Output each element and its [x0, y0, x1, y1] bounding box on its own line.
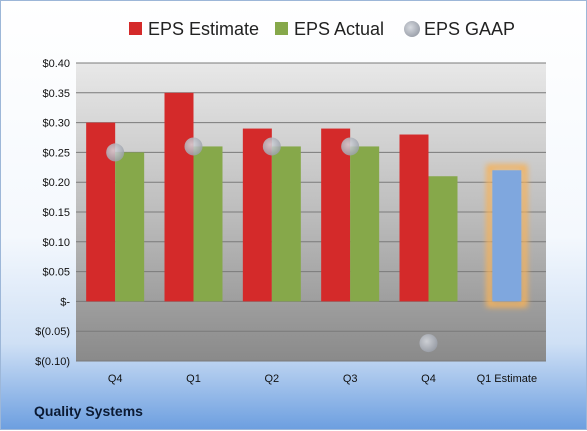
- marker-eps-gaap: [106, 143, 125, 162]
- legend-swatch: [404, 21, 420, 37]
- x-tick-label: Q4: [108, 373, 123, 385]
- y-tick-label: $0.35: [42, 88, 70, 100]
- y-tick-label: $0.25: [42, 147, 70, 159]
- bar-eps-estimate: [399, 134, 429, 302]
- marker-eps-gaap: [184, 137, 203, 156]
- bar-eps-actual: [115, 152, 145, 302]
- y-tick-label: $-: [60, 296, 70, 308]
- bar-eps-estimate: [242, 128, 272, 302]
- legend: EPS Estimate EPS Actual EPS GAAP: [129, 19, 515, 39]
- bar-eps-actual: [271, 146, 301, 302]
- marker-eps-gaap: [262, 137, 281, 156]
- legend-swatch: [275, 22, 288, 35]
- company-name: Quality Systems: [34, 403, 143, 419]
- marker-eps-gaap: [419, 334, 438, 353]
- y-tick-label: $0.15: [42, 207, 70, 219]
- bar-eps-actual: [428, 176, 458, 302]
- x-tick-label: Q4: [421, 373, 436, 385]
- y-tick-label: $0.05: [42, 267, 70, 279]
- x-tick-label: Q3: [343, 373, 358, 385]
- y-axis: $(0.10) $(0.05) $- $0.05 $0.10 $0.15 $0.20 $0.2…: [35, 58, 70, 368]
- bar-eps-estimate: [164, 92, 194, 302]
- legend-label: EPS GAAP: [424, 19, 515, 39]
- y-tick-label: $(0.05): [35, 326, 70, 338]
- y-tick-label: $0.10: [42, 237, 70, 249]
- gaap-markers: [106, 137, 438, 353]
- marker-eps-gaap: [341, 137, 360, 156]
- x-tick-label: Q1 Estimate: [477, 373, 538, 385]
- legend-swatch: [129, 22, 142, 35]
- legend-label: EPS Actual: [294, 19, 384, 39]
- estimate-highlight-glow: [486, 164, 528, 308]
- x-axis: Q4 Q1 Q2 Q3 Q4 Q1 Estimate: [108, 373, 537, 385]
- x-tick-label: Q1: [186, 373, 201, 385]
- y-tick-label: $0.40: [42, 58, 70, 70]
- x-tick-label: Q2: [264, 373, 279, 385]
- legend-label: EPS Estimate: [148, 19, 259, 39]
- y-tick-label: $0.20: [42, 177, 70, 189]
- bar-future-estimate: [492, 170, 522, 302]
- y-tick-label: $(0.10): [35, 356, 70, 368]
- bar-eps-estimate: [321, 128, 351, 302]
- bar-eps-actual: [193, 146, 223, 302]
- gridlines: [76, 62, 546, 362]
- bars: [86, 92, 528, 308]
- y-tick-label: $0.30: [42, 118, 70, 130]
- bar-eps-actual: [350, 146, 380, 302]
